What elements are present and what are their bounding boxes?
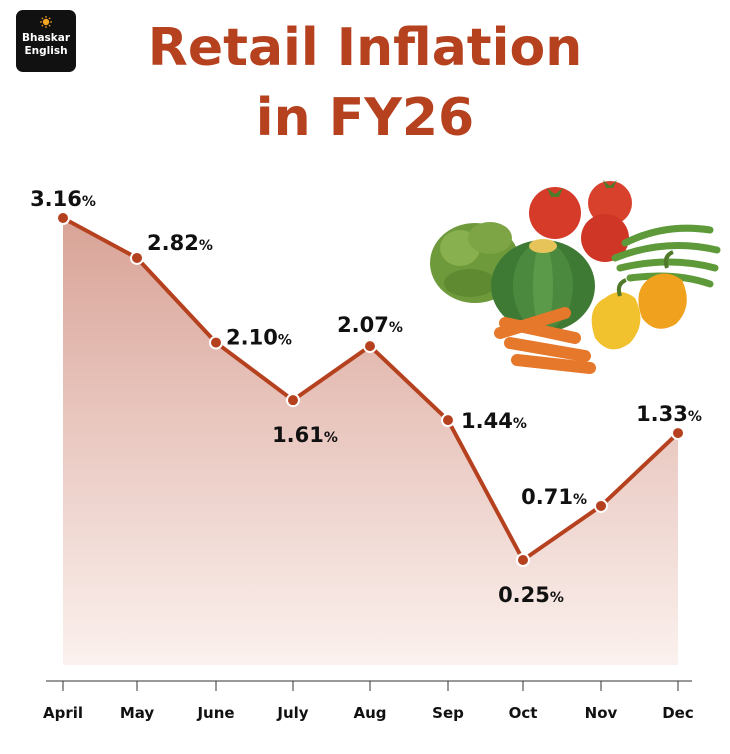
data-label: 2.10% [226,326,292,350]
data-label: 0.25% [498,583,564,607]
data-label: 1.44% [461,409,527,433]
carrots-shape [494,307,596,374]
data-point [671,426,685,441]
x-tick-label: Aug [353,704,386,722]
chart-title-line1: Retail Inflation [147,18,583,78]
data-label: 3.16% [30,187,96,211]
x-tick-label: Nov [585,704,618,722]
logo-line2: English [24,45,68,57]
data-point [441,413,455,428]
peppers-shape [591,250,687,350]
x-tick-label: Dec [662,704,694,722]
data-label: 2.07% [337,313,403,337]
data-point [130,250,144,265]
data-label: 2.82% [147,231,213,255]
x-tick-label: Sep [432,704,464,722]
chart-area-fill [63,218,678,665]
data-point [594,498,608,513]
x-tick-label: April [43,704,83,722]
tomatoes-shape [529,180,632,262]
data-point [516,553,530,567]
x-tick-label: May [120,704,155,722]
logo-line1: Bhaskar [21,32,71,44]
data-point [286,393,300,408]
data-point [363,339,377,354]
x-tick-label: July [276,704,308,722]
data-point [56,211,70,225]
sun-icon [40,16,52,28]
brand-logo: Bhaskar English [16,10,76,72]
data-label: 1.61% [272,423,338,447]
x-tick-label: Oct [509,704,538,722]
chart-title-line2: in FY26 [255,88,475,148]
data-point [209,335,223,350]
beans-shape [611,224,721,288]
data-label: 0.71% [521,485,587,509]
x-tick-label: June [196,704,234,722]
data-label: 1.33% [636,402,702,426]
vegetables-illustration [430,180,721,374]
